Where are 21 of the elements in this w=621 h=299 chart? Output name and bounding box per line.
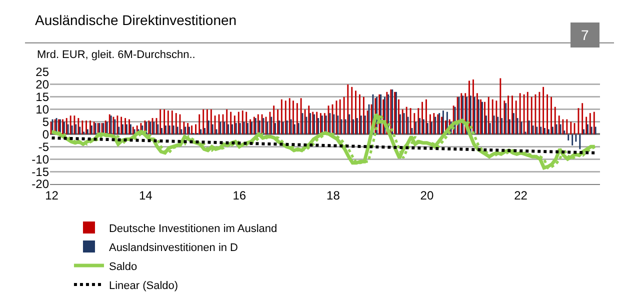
x-tick-label: 18: [326, 188, 340, 202]
y-tick-label: 5: [42, 114, 50, 129]
legend-label: Deutsche Investitionen im Ausland: [108, 222, 278, 235]
x-tick-label: 22: [514, 188, 528, 202]
y-tick-label: -5: [38, 140, 50, 154]
y-tick-label: 10: [36, 102, 50, 117]
y-tick-label: -15: [32, 164, 50, 179]
y-tick-label: 15: [36, 90, 50, 104]
y-tick-label: 25: [36, 65, 50, 80]
x-tick-label: 16: [232, 188, 246, 202]
y-tick-label: -10: [32, 152, 50, 166]
x-tick-label: 14: [138, 188, 153, 202]
legend-label: Linear (Saldo): [108, 280, 178, 292]
x-tick-label: 20: [420, 188, 434, 202]
legend-label: Saldo: [108, 260, 138, 273]
chart-title: Ausländische Direktinvestitionen: [35, 12, 237, 28]
y-tick-label: 20: [36, 78, 50, 92]
legend-label: Auslandsinvestitionen in D: [108, 242, 238, 254]
chart-subtitle: Mrd. EUR, gleit. 6M-Durchschn..: [37, 49, 196, 61]
y-tick-label: 0: [42, 127, 50, 142]
text: 7: [581, 27, 589, 43]
